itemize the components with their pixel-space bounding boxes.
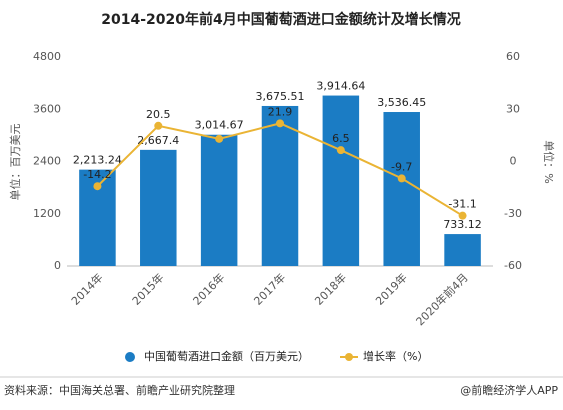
- line-point: [215, 134, 224, 143]
- y2-axis-title: 单位：%: [542, 140, 556, 183]
- legend-label: 增长率（%）: [363, 349, 428, 363]
- legend-swatch: [345, 353, 353, 361]
- legend-swatch: [125, 352, 135, 362]
- line-point: [336, 146, 345, 155]
- line-point: [458, 211, 467, 220]
- line-value-label: -14.2: [83, 168, 111, 181]
- bar: [200, 134, 238, 266]
- bar-value-label: 3,014.67: [195, 119, 244, 132]
- y-tick-label: 0: [54, 259, 61, 272]
- line-value-label: -9.7: [391, 160, 412, 173]
- chart-title: 2014-2020年前4月中国葡萄酒进口金额统计及增长情况: [101, 11, 460, 28]
- line-value-label: -31.1: [448, 198, 476, 211]
- x-tick-label: 2015年: [129, 270, 166, 307]
- bar-value-label: 3,675.51: [256, 90, 305, 103]
- y2-tick-label: 60: [506, 50, 520, 63]
- bar-value-label: 3,536.45: [377, 96, 426, 109]
- y2-tick-label: 0: [510, 155, 517, 168]
- bar: [322, 95, 360, 266]
- bar-value-label: 733.12: [443, 218, 482, 231]
- line-point: [397, 174, 406, 183]
- y-axis-title: 单位：百万美元: [8, 124, 22, 201]
- bar-value-label: 3,914.64: [316, 80, 365, 93]
- x-tick-label: 2020年前4月: [413, 270, 471, 328]
- x-tick-label: 2019年: [372, 270, 409, 307]
- source: 资料来源：中国海关总署、前瞻产业研究院整理: [4, 383, 235, 397]
- x-tick-label: 2018年: [312, 270, 349, 307]
- y-tick-label: 2400: [33, 155, 61, 168]
- credit: @前瞻经济学人APP: [460, 383, 558, 397]
- x-tick-label: 2016年: [190, 270, 227, 307]
- line-point: [276, 119, 284, 128]
- x-tick-label: 2017年: [251, 270, 288, 307]
- bar: [261, 105, 299, 267]
- line-point: [93, 182, 102, 191]
- y2-tick-label: 30: [506, 102, 520, 115]
- line-value-label: 6.5: [332, 132, 350, 145]
- bar-value-label: 2,213.24: [73, 154, 122, 167]
- y2-tick-label: -30: [504, 207, 522, 220]
- legend-label: 中国葡萄酒进口金额（百万美元）: [144, 349, 309, 363]
- y-tick-label: 1200: [33, 207, 61, 220]
- line-point: [154, 121, 163, 130]
- line-value-label: 21.9: [268, 105, 293, 118]
- x-tick-label: 2014年: [68, 270, 105, 307]
- bar: [444, 234, 481, 266]
- y-tick-label: 3600: [33, 102, 61, 115]
- bar: [383, 112, 420, 266]
- bar: [140, 149, 177, 266]
- line-value-label: 20.5: [146, 108, 171, 121]
- y-tick-label: 4800: [33, 50, 61, 63]
- y2-tick-label: -60: [504, 259, 522, 272]
